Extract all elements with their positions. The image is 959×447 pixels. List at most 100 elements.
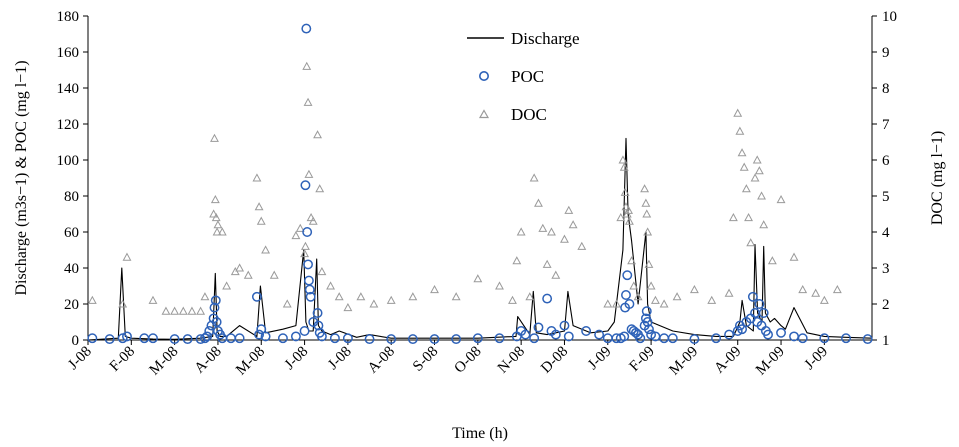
poc-point <box>758 308 769 318</box>
right-tick-label: 9 <box>882 45 890 61</box>
doc-point <box>317 266 327 276</box>
poc-point <box>342 333 353 344</box>
poc-point <box>277 333 288 344</box>
poc-point <box>302 227 313 237</box>
poc-point <box>472 333 483 344</box>
doc-point <box>789 252 799 261</box>
poc-point <box>304 284 315 295</box>
right-tick-label: 10 <box>882 9 897 25</box>
doc-point <box>564 205 574 214</box>
poc-point <box>329 333 340 344</box>
doc-point <box>122 252 132 261</box>
doc-point <box>707 295 717 304</box>
x-tick-label: J-09 <box>802 344 832 374</box>
doc-point <box>750 173 760 182</box>
poc-point <box>290 331 301 342</box>
doc-point <box>369 299 379 308</box>
doc-point <box>603 299 613 308</box>
poc-point <box>429 334 440 345</box>
doc-point <box>568 220 578 229</box>
poc-point <box>646 329 657 340</box>
doc-point <box>620 187 630 196</box>
doc-point <box>819 295 829 304</box>
poc-point <box>451 334 462 345</box>
doc-point <box>209 209 219 218</box>
poc-point <box>169 334 180 345</box>
doc-point <box>744 212 753 222</box>
doc-point <box>733 108 743 117</box>
doc-point <box>619 162 629 171</box>
doc-point <box>618 155 628 164</box>
doc-point <box>621 202 631 211</box>
poc-point <box>117 333 128 344</box>
discharge-series <box>87 137 873 341</box>
doc-point <box>560 234 569 243</box>
x-tick-label: O-08 <box>452 344 485 377</box>
doc-point <box>646 281 656 290</box>
doc-point <box>213 220 223 229</box>
poc-point <box>635 333 646 344</box>
left-tick-label: 40 <box>64 261 79 277</box>
doc-point <box>746 238 756 247</box>
poc-point <box>659 333 670 344</box>
doc-point <box>217 227 227 236</box>
doc-point <box>624 205 634 214</box>
doc-point <box>118 299 128 308</box>
legend: Discharge POC DOC <box>467 29 580 124</box>
poc-point <box>251 291 262 302</box>
right-y-ticks: 1 2 3 4 5 6 7 8 9 10 <box>872 9 897 349</box>
poc-point <box>104 334 115 345</box>
poc-point <box>711 333 722 344</box>
x-tick-label: J-08 <box>65 344 95 374</box>
doc-point <box>269 270 279 279</box>
doc-point <box>254 202 264 211</box>
poc-point <box>87 333 98 344</box>
x-tick-label: M-09 <box>666 344 701 379</box>
x-tick-label: S-08 <box>410 344 441 375</box>
poc-point <box>797 333 808 344</box>
doc-point <box>689 284 699 294</box>
poc-point <box>256 324 267 335</box>
doc-point <box>767 256 777 265</box>
right-tick-label: 1 <box>882 333 890 349</box>
poc-point <box>621 290 631 300</box>
doc-point <box>235 263 245 272</box>
x-tick-label: M-08 <box>147 344 182 379</box>
poc-point <box>763 329 773 340</box>
poc-point <box>195 334 206 345</box>
doc-point <box>672 292 682 301</box>
left-tick-label: 20 <box>64 297 79 313</box>
doc-point <box>650 295 660 304</box>
doc-point <box>211 212 221 222</box>
x-tick-label: J-08 <box>325 344 355 374</box>
x-tick-label: A-08 <box>365 344 398 377</box>
legend-poc-marker <box>478 71 489 82</box>
poc-point <box>234 333 245 344</box>
poc-point <box>542 293 553 304</box>
poc-point <box>533 322 544 333</box>
legend-doc-label: DOC <box>511 105 547 124</box>
right-tick-label: 8 <box>882 81 890 97</box>
doc-point <box>295 223 305 232</box>
doc-point <box>261 245 271 254</box>
left-tick-label: 60 <box>64 225 79 241</box>
poc-point <box>313 320 324 331</box>
poc-point <box>643 324 654 335</box>
doc-point <box>633 292 643 301</box>
poc-point <box>819 333 830 344</box>
poc-point <box>641 306 652 317</box>
doc-point <box>759 220 769 229</box>
doc-point <box>178 306 188 315</box>
poc-point <box>776 327 786 338</box>
legend-discharge-label: Discharge <box>511 29 580 48</box>
poc-point <box>494 333 505 344</box>
poc-point <box>301 23 312 34</box>
x-tick-label: A-09 <box>711 344 744 377</box>
doc-point <box>542 259 552 268</box>
doc-point <box>525 292 535 301</box>
doc-point <box>334 292 344 301</box>
doc-point <box>300 248 310 258</box>
poc-point <box>642 317 653 327</box>
x-tick-label: J-08 <box>282 344 312 374</box>
